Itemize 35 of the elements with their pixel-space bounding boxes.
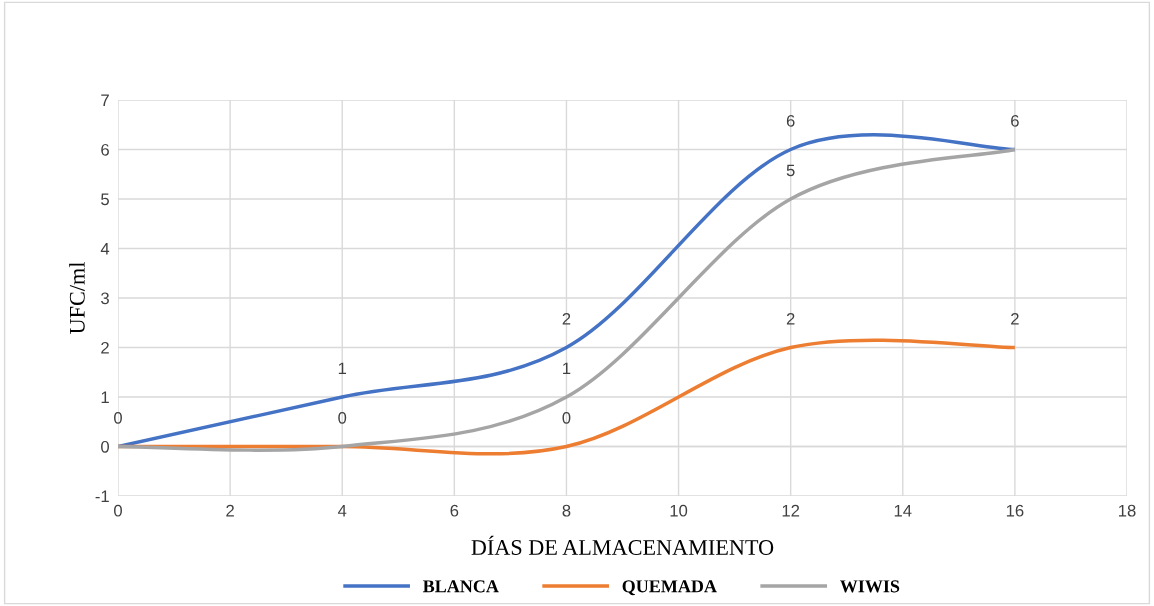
y-tick-label: 0 — [101, 440, 110, 453]
x-tick-label: 6 — [450, 504, 459, 517]
data-label: 2 — [562, 312, 571, 325]
y-tick-label: 1 — [101, 391, 109, 404]
y-tick-label: 4 — [100, 243, 110, 255]
data-label: 2 — [1011, 312, 1019, 325]
x-tick-label: 2 — [226, 504, 234, 517]
legend-label: WIWIS — [840, 580, 900, 593]
data-label: 1 — [338, 362, 347, 375]
legend-label: QUEMADA — [622, 580, 717, 596]
x-tick-label: 12 — [782, 504, 800, 517]
x-tick-label: 0 — [114, 504, 122, 517]
y-tick-label: 6 — [101, 143, 109, 156]
y-tick-label: 3 — [101, 292, 109, 305]
y-tick-label: 7 — [101, 94, 109, 107]
x-tick-label: 10 — [670, 504, 688, 517]
legend-label: BLANCA — [422, 580, 499, 593]
data-label: 5 — [786, 164, 795, 177]
data-label: 2 — [786, 312, 795, 325]
y-axis-title: UFC/ml — [69, 262, 85, 334]
x-tick-label: 16 — [1006, 504, 1024, 517]
data-label: 6 — [1011, 114, 1019, 127]
y-tick-label: 2 — [101, 341, 109, 354]
y-tick-label: 5 — [101, 193, 109, 206]
data-label: 0 — [114, 411, 122, 424]
x-tick-label: 18 — [1119, 504, 1136, 517]
data-label: 1 — [563, 362, 571, 375]
data-label: 6 — [786, 114, 795, 127]
x-tick-label: 8 — [562, 504, 571, 517]
x-tick-label: 4 — [337, 504, 347, 517]
data-label: 0 — [562, 411, 571, 424]
x-axis-title: DÍAS DE ALMACENAMIENTO — [471, 535, 774, 555]
data-label: 0 — [338, 411, 347, 424]
x-tick-label: 14 — [894, 504, 912, 517]
y-tick-label: -1 — [95, 490, 109, 503]
